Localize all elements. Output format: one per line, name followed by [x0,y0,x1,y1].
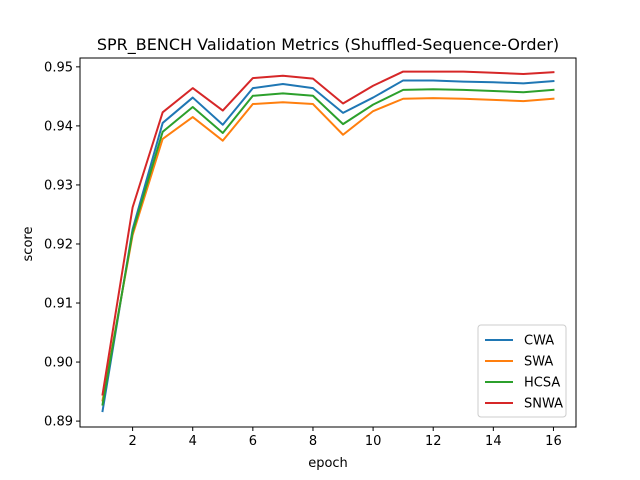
x-tick-label: 2 [128,434,136,449]
series-line-hcsa [101,88,555,406]
legend-label-swa: SWA [524,355,553,370]
legend-label-hcsa: HCSA [524,376,560,391]
x-axis-label: epoch [308,456,348,471]
legend-label-cwa: CWA [524,334,554,349]
y-tick-label: 0.94 [44,119,73,134]
legend-box [477,324,567,418]
y-tick-label: 0.90 [44,356,73,371]
y-tick-label: 0.91 [44,297,73,312]
plot-area [101,70,555,413]
x-tick-label: 10 [365,434,382,449]
y-tick-label: 0.93 [44,178,73,193]
x-tick-label: 8 [309,434,317,449]
y-tick-label: 0.92 [44,237,73,252]
x-tick-label: 16 [545,434,562,449]
legend-label-snwa: SNWA [524,397,563,412]
chart-title: SPR_BENCH Validation Metrics (Shuffled-S… [97,35,559,55]
y-axis-label: score [21,227,36,262]
series-line-cwa [101,79,555,413]
x-tick-label: 12 [425,434,442,449]
series-line-snwa [101,70,555,396]
legend: CWA SWA HCSA SNWA [477,324,567,418]
x-tick-label: 6 [249,434,257,449]
axes: 2 4 6 8 10 12 14 16 0.89 0.90 0.91 0.92 0.93 0.94 0.95 [44,57,577,449]
x-tick-label: 14 [485,434,502,449]
y-tick-label: 0.89 [44,415,73,430]
axes-frame [79,57,577,428]
y-tick-label: 0.95 [44,60,73,75]
x-tick-label: 4 [189,434,197,449]
series-line-swa [101,97,555,402]
